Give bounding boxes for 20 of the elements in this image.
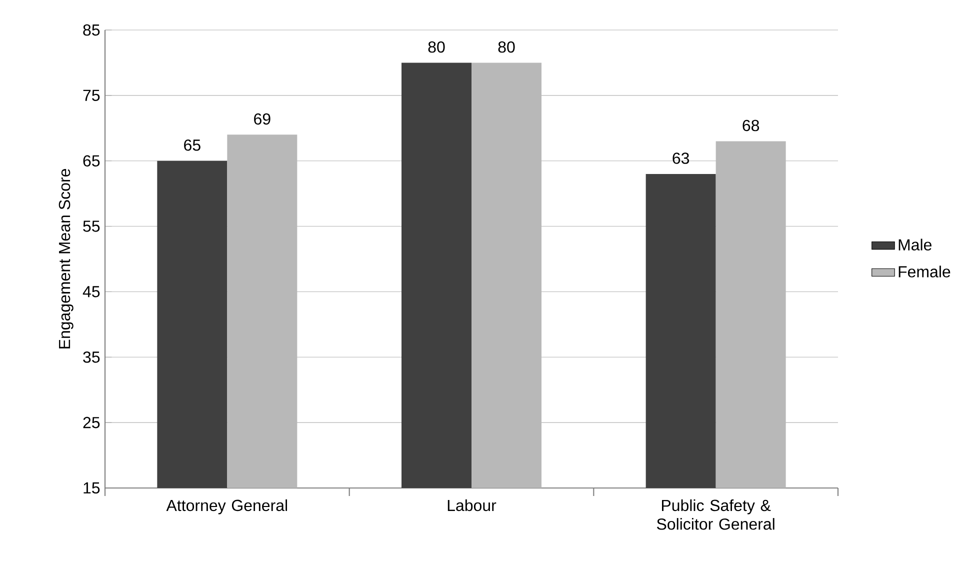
y-tick-label: 55	[83, 220, 100, 232]
data-label: 65	[184, 139, 200, 151]
y-tick-label: 65	[83, 155, 100, 167]
y-tick-label: 45	[82, 286, 100, 298]
data-label: 80	[428, 41, 445, 53]
x-tick-label: Labour	[448, 499, 496, 512]
x-tick-label: Public Safety & Solicitor General	[656, 499, 774, 530]
y-tick-label: 85	[83, 24, 100, 36]
data-label: 63	[672, 152, 690, 164]
y-tick-label: 75	[83, 90, 100, 101]
y-tick-label: 25	[83, 416, 100, 428]
data-label: 68	[742, 120, 760, 132]
legend-label: Male	[898, 238, 932, 250]
y-axis-title: Engagement Mean Score	[58, 169, 74, 348]
data-label: 80	[498, 41, 515, 53]
x-tick-label: Attorney General	[166, 499, 288, 514]
data-label: 69	[254, 113, 270, 125]
legend-label: Female	[898, 266, 950, 278]
y-tick-label: 15	[84, 482, 100, 494]
y-tick-label: 35	[83, 351, 100, 363]
